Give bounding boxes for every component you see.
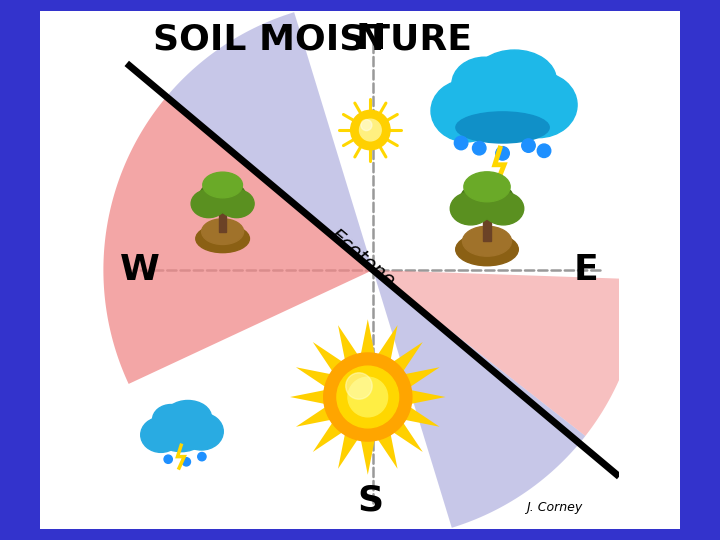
Ellipse shape bbox=[462, 226, 511, 256]
Ellipse shape bbox=[153, 404, 210, 451]
Circle shape bbox=[361, 119, 372, 131]
Polygon shape bbox=[338, 433, 359, 469]
Text: N: N bbox=[355, 22, 385, 56]
Ellipse shape bbox=[191, 190, 226, 218]
Text: J. Corney: J. Corney bbox=[526, 501, 582, 514]
Text: S: S bbox=[357, 484, 384, 518]
Ellipse shape bbox=[452, 57, 553, 140]
Ellipse shape bbox=[219, 190, 254, 218]
Polygon shape bbox=[296, 367, 333, 388]
Text: W: W bbox=[120, 253, 160, 287]
Ellipse shape bbox=[203, 172, 243, 198]
Circle shape bbox=[359, 119, 381, 141]
Polygon shape bbox=[296, 406, 333, 427]
Ellipse shape bbox=[460, 181, 514, 219]
Polygon shape bbox=[373, 270, 585, 528]
Polygon shape bbox=[409, 390, 446, 404]
Circle shape bbox=[537, 144, 551, 158]
Polygon shape bbox=[338, 325, 359, 362]
Text: Ecotone: Ecotone bbox=[326, 225, 399, 291]
Polygon shape bbox=[312, 421, 343, 452]
Ellipse shape bbox=[196, 225, 249, 253]
Polygon shape bbox=[392, 421, 423, 452]
Polygon shape bbox=[377, 433, 397, 469]
Text: SOIL MOISTURE: SOIL MOISTURE bbox=[153, 22, 472, 56]
Ellipse shape bbox=[452, 57, 518, 111]
Ellipse shape bbox=[431, 80, 503, 142]
Ellipse shape bbox=[140, 417, 181, 453]
Polygon shape bbox=[373, 270, 642, 436]
Ellipse shape bbox=[456, 233, 518, 266]
Ellipse shape bbox=[199, 180, 246, 213]
Ellipse shape bbox=[164, 401, 212, 434]
Circle shape bbox=[454, 136, 468, 150]
Bar bbox=[219, 206, 226, 232]
Ellipse shape bbox=[153, 404, 189, 435]
Circle shape bbox=[182, 458, 191, 466]
Polygon shape bbox=[392, 342, 423, 373]
Text: E: E bbox=[573, 253, 598, 287]
Polygon shape bbox=[290, 390, 327, 404]
Circle shape bbox=[324, 353, 412, 441]
Polygon shape bbox=[361, 319, 375, 356]
Ellipse shape bbox=[456, 112, 549, 143]
Polygon shape bbox=[403, 406, 440, 427]
Polygon shape bbox=[403, 367, 440, 388]
Polygon shape bbox=[312, 342, 343, 373]
Circle shape bbox=[346, 373, 372, 399]
Circle shape bbox=[472, 141, 486, 155]
Polygon shape bbox=[361, 438, 375, 475]
Ellipse shape bbox=[202, 219, 243, 245]
Polygon shape bbox=[104, 97, 373, 384]
Ellipse shape bbox=[500, 72, 577, 138]
Polygon shape bbox=[166, 12, 373, 270]
Circle shape bbox=[337, 366, 399, 428]
Ellipse shape bbox=[450, 192, 491, 225]
Bar bbox=[482, 211, 491, 241]
Circle shape bbox=[164, 455, 172, 463]
Ellipse shape bbox=[483, 192, 523, 225]
Circle shape bbox=[348, 377, 387, 417]
Ellipse shape bbox=[464, 172, 510, 202]
Ellipse shape bbox=[179, 413, 223, 450]
Circle shape bbox=[522, 139, 535, 152]
Circle shape bbox=[198, 453, 206, 461]
Polygon shape bbox=[377, 325, 397, 362]
Ellipse shape bbox=[473, 50, 557, 110]
Circle shape bbox=[351, 110, 390, 150]
Circle shape bbox=[496, 147, 509, 160]
